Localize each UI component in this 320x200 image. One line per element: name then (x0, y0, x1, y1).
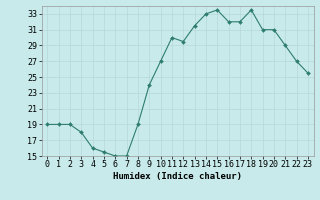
X-axis label: Humidex (Indice chaleur): Humidex (Indice chaleur) (113, 172, 242, 181)
